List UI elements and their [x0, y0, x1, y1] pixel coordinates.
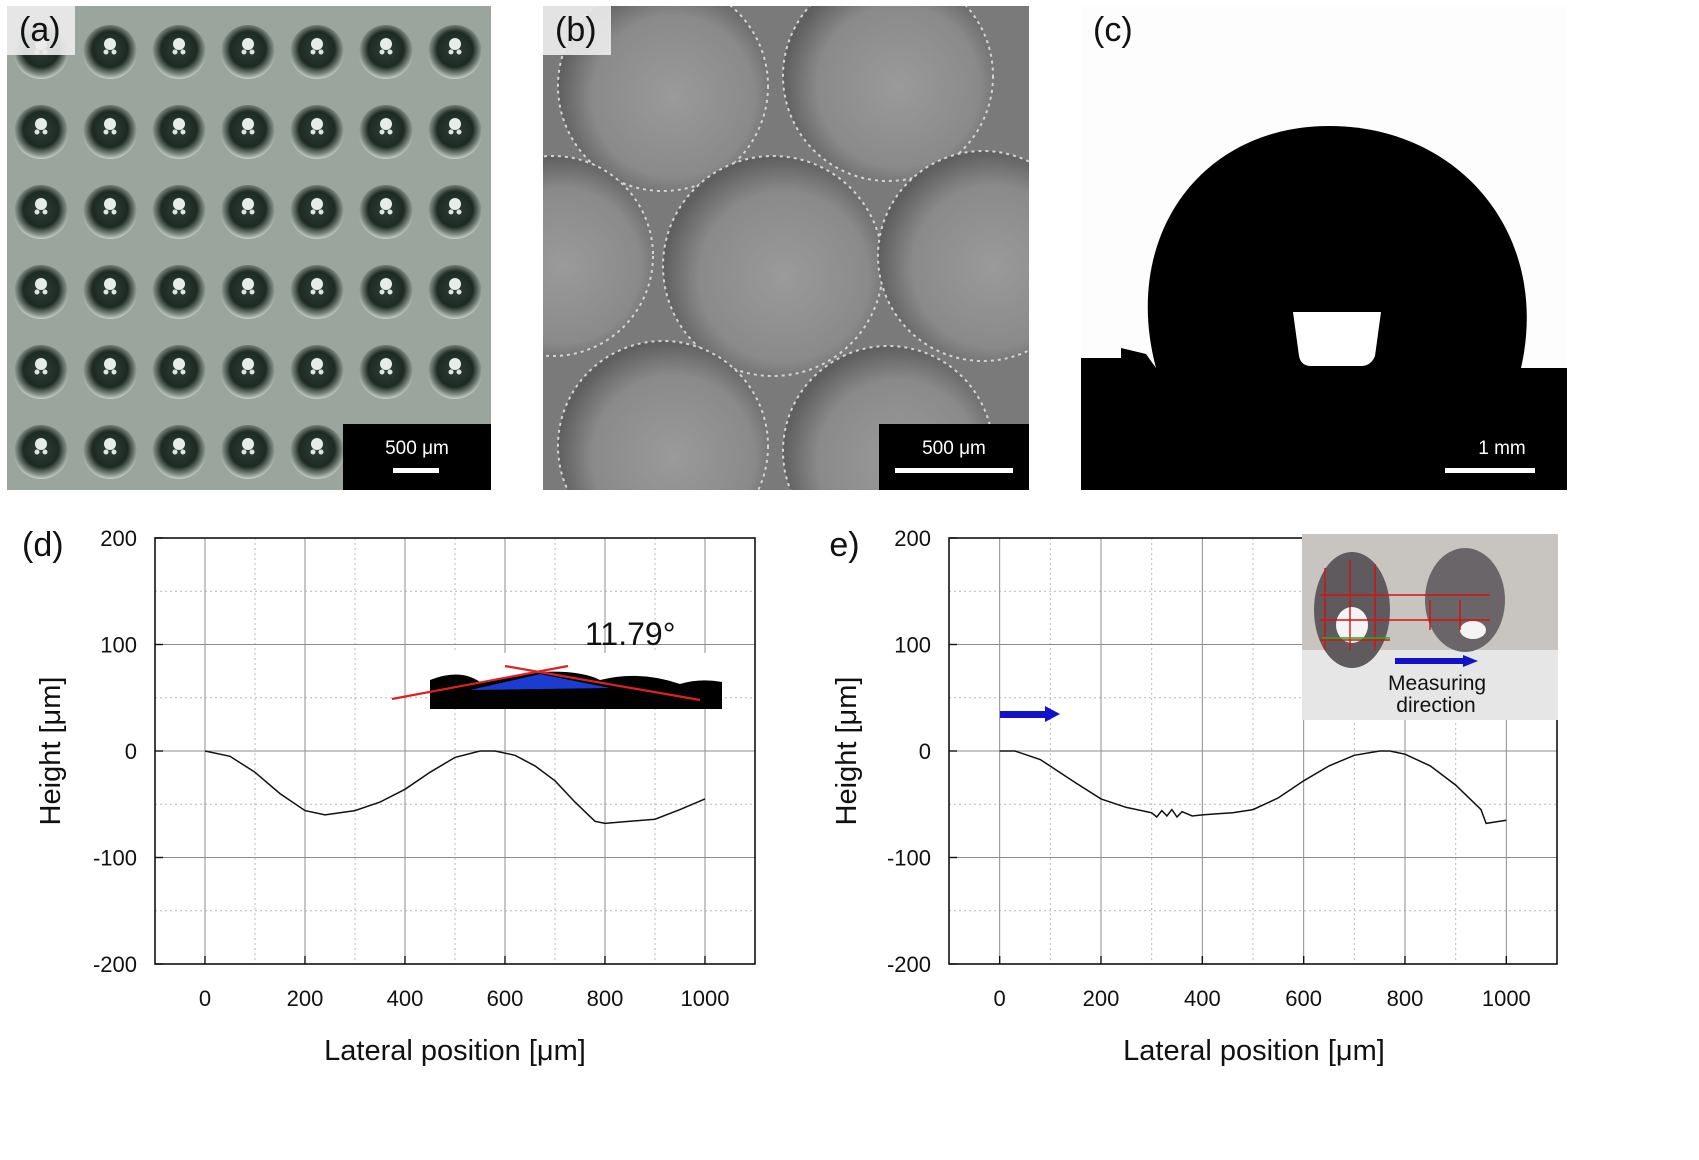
d-x-tick-label: 0: [199, 986, 211, 1011]
chart-e-measuring-inset: Measuring direction: [1302, 534, 1558, 720]
scale-text-c: 1 mm: [1478, 438, 1526, 459]
panel-c-droplet-image: (c) 1 mm: [1081, 6, 1567, 490]
chart-d-ylabel: Height [μm]: [35, 677, 67, 826]
scale-text-b: 500 μm: [922, 438, 986, 459]
panel-label-a: (a): [7, 6, 75, 56]
e-y-tick-label: 100: [894, 633, 931, 658]
chart-d-angle-label: 11.79°: [585, 616, 676, 652]
chart-d-xlabel: Lateral position [μm]: [324, 1035, 586, 1067]
scale-text-a: 500 μm: [385, 438, 449, 459]
scale-line-c: [1445, 468, 1535, 473]
panel-label-c: (c): [1093, 11, 1133, 49]
d-y-tick-label: 200: [100, 526, 137, 551]
chart-e-direction-arrow: [1000, 711, 1047, 718]
chart-d-panel-label: (d): [22, 526, 64, 564]
scale-bar-a: 500 μm: [343, 424, 491, 490]
d-y-tick-label: 100: [100, 633, 137, 658]
chart-e-ylabel: Height [μm]: [831, 677, 863, 826]
panel-a-optical-image: (a) 500 μm: [7, 6, 491, 490]
chart-d-profile-line: [204, 750, 706, 825]
e-x-tick-label: 1000: [1482, 986, 1531, 1011]
scale-bar-b: 500 μm: [879, 424, 1029, 490]
e-y-tick-label: -200: [887, 952, 931, 977]
droplet-photo: [1081, 6, 1567, 490]
chart-e-panel-label: (e): [830, 526, 860, 564]
e-y-tick-label: -100: [887, 846, 931, 871]
e-y-tick-label: 0: [919, 739, 931, 764]
d-y-tick-label: -100: [93, 846, 137, 871]
d-x-tick-label: 1000: [681, 986, 730, 1011]
d-x-tick-label: 800: [587, 986, 624, 1011]
d-x-tick-label: 400: [387, 986, 424, 1011]
d-y-tick-label: -200: [93, 952, 137, 977]
d-y-tick-label: 0: [125, 739, 137, 764]
dimple-array-photo: [7, 6, 491, 490]
panel-label-b: (b): [543, 6, 611, 56]
e-x-tick-label: 800: [1387, 986, 1424, 1011]
d-x-tick-label: 200: [287, 986, 324, 1011]
e-x-tick-label: 600: [1285, 986, 1322, 1011]
chart-d-contact-angle-inset: [391, 653, 722, 709]
e-x-tick-label: 400: [1184, 986, 1221, 1011]
scale-line-b: [895, 468, 1013, 473]
chart-e-xlabel: Lateral position [μm]: [1123, 1035, 1385, 1067]
chart-e-measuring-label: Measuring direction: [1388, 672, 1492, 717]
sem-dimple-photo: [543, 6, 1029, 490]
scale-line-a: [393, 468, 439, 473]
panel-b-sem-image: (b) 500 μm: [543, 6, 1029, 490]
e-x-tick-label: 0: [994, 986, 1006, 1011]
d-x-tick-label: 600: [487, 986, 524, 1011]
e-x-tick-label: 200: [1083, 986, 1120, 1011]
scale-bar-c: 1 mm: [1437, 424, 1567, 490]
chart-e-direction-arrow-head: [1045, 706, 1060, 722]
chart-e-profile-line: [999, 750, 1507, 825]
e-y-tick-label: 200: [894, 526, 931, 551]
